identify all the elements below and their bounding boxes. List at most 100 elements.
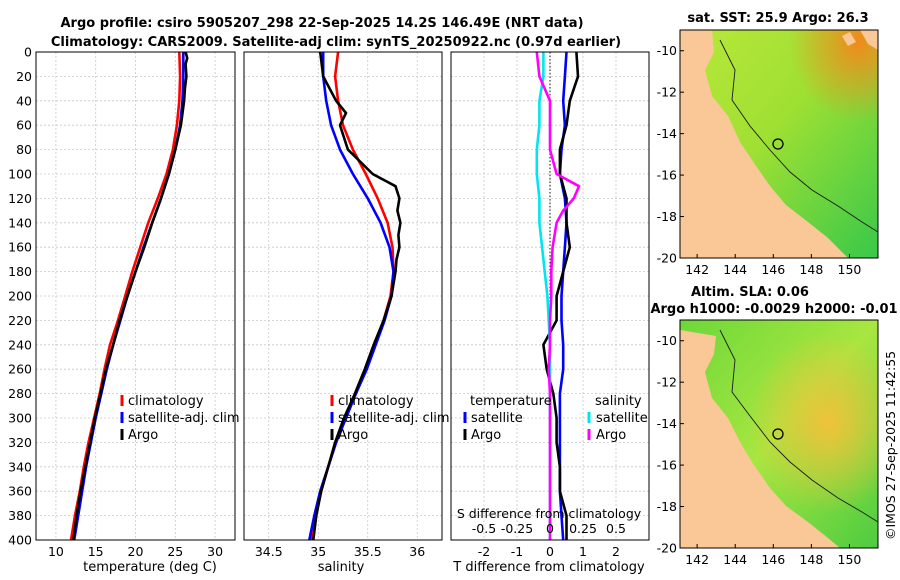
x-tick-label: 25 [167, 544, 183, 559]
depth-tick-label: 60 [16, 118, 32, 133]
lat-tick-label: -18 [657, 499, 677, 514]
lat-tick-label: -12 [657, 375, 677, 390]
legend-sal-satellite-label: satellite [596, 411, 648, 426]
s-tick-label: 0.5 [606, 521, 626, 536]
depth-tick-label: 180 [8, 264, 32, 279]
series-line-salinity-argo [535, 51, 581, 540]
depth-tick-label: 220 [8, 313, 32, 328]
lat-tick-label: -14 [657, 416, 677, 431]
lon-tick-label: 148 [799, 262, 823, 277]
temperature-x-label: temperature (deg C) [83, 560, 217, 575]
series-line-climatology [69, 51, 182, 541]
s-tick-label: 0.25 [569, 521, 597, 536]
lon-tick-label: 150 [838, 552, 862, 567]
depth-tick-label: 340 [8, 459, 32, 474]
legend-temp-argo-label: Argo [471, 428, 501, 443]
sla-land-australia [680, 330, 840, 548]
lat-tick-label: -18 [657, 209, 677, 224]
lon-tick-label: 146 [761, 262, 785, 277]
depth-tick-label: 400 [8, 533, 32, 548]
depth-tick-label: 200 [8, 289, 32, 304]
difference-panel: -2 -1 0 1 2 [450, 51, 650, 559]
x-tick-label: 2 [612, 544, 620, 559]
lon-tick-label: 142 [685, 552, 709, 567]
x-tick-label: 0 [546, 544, 554, 559]
lon-tick-label: 144 [723, 262, 747, 277]
legend-climatology-label: climatology [338, 394, 414, 409]
x-tick-label: 10 [48, 544, 64, 559]
x-tick-label: 35.5 [354, 544, 382, 559]
sst-land-png [842, 30, 878, 50]
depth-tick-label: 160 [8, 240, 32, 255]
figure-title-line2: Climatology: CARS2009. Satellite-adj cli… [51, 35, 621, 50]
depth-tick-label: 260 [8, 362, 32, 377]
temperature-panel: 10 15 20 25 30020406080100120140160180200220… [8, 45, 236, 559]
legend-temperature-title: temperature [470, 394, 552, 409]
x-tick-label: 20 [128, 544, 144, 559]
panel-frame [243, 51, 443, 541]
depth-tick-label: 0 [24, 45, 32, 60]
sla-bathymetry-contour [719, 329, 879, 523]
lat-tick-label: -14 [657, 126, 677, 141]
x-tick-label: -2 [478, 544, 490, 559]
depth-tick-label: 360 [8, 484, 32, 499]
depth-tick-label: 380 [8, 508, 32, 523]
legend-climatology-label: climatology [128, 394, 204, 409]
s-tick-label: -0.5 [472, 521, 496, 536]
s-tick-label: -0.25 [501, 521, 533, 536]
sla-map-title-line1: Altim. SLA: 0.06 [691, 285, 809, 300]
depth-tick-label: 120 [8, 191, 32, 206]
x-tick-label: 34.5 [255, 544, 283, 559]
lon-tick-label: 146 [761, 552, 785, 567]
salinity-legend: climatology satellite-adj. clim Argo [330, 394, 450, 443]
difference-legend: temperature satellite Argo salinity sate… [463, 394, 648, 443]
temperature-legend: climatology satellite-adj. clim Argo [120, 394, 240, 443]
sst-map-ticks: -10 -12 -14 -16 -18 -20 142 144 146 148 150 [657, 43, 862, 277]
lat-tick-label: -16 [657, 168, 677, 183]
legend-argo-label: Argo [338, 428, 368, 443]
depth-tick-label: 80 [16, 142, 32, 157]
sla-map [679, 319, 879, 549]
x-tick-label: 36 [409, 544, 425, 559]
x-tick-label: 30 [207, 544, 223, 559]
x-tick-label: 15 [88, 544, 104, 559]
lat-tick-label: -20 [657, 541, 677, 556]
legend-temp-satellite-label: satellite [471, 411, 523, 426]
depth-tick-label: 300 [8, 411, 32, 426]
legend-satellite-label: satellite-adj. clim [338, 411, 450, 426]
panel-frame [450, 51, 650, 541]
s-difference-ticks: -0.5 -0.25 0 0.25 0.5 [472, 521, 626, 536]
depth-tick-label: 20 [16, 69, 32, 84]
depth-tick-label: 40 [16, 93, 32, 108]
panel-frame [35, 51, 236, 541]
lat-tick-label: -10 [657, 333, 677, 348]
x-tick-label: 35 [310, 544, 326, 559]
sla-map-ticks: -10 -12 -14 -16 -18 -20 142 144 146 148 150 [657, 333, 862, 567]
sst-map-frame [679, 29, 879, 259]
salinity-x-label: salinity [318, 560, 365, 575]
lat-tick-label: -12 [657, 85, 677, 100]
figure-title-line1: Argo profile: csiro 5905207_298 22-Sep-2… [60, 16, 583, 31]
depth-tick-label: 280 [8, 386, 32, 401]
depth-tick-label: 320 [8, 435, 32, 450]
depth-tick-label: 140 [8, 215, 32, 230]
sst-map [679, 29, 879, 259]
lon-tick-label: 142 [685, 262, 709, 277]
s-difference-axis-label: S difference from climatology [457, 506, 642, 521]
legend-salinity-title: salinity [595, 394, 642, 409]
lon-tick-label: 148 [799, 552, 823, 567]
x-tick-label: 1 [579, 544, 587, 559]
sst-map-title: sat. SST: 25.9 Argo: 26.3 [687, 11, 868, 26]
sla-map-title-line2: Argo h1000: -0.0029 h2000: -0.01 [650, 302, 897, 317]
lon-tick-label: 144 [723, 552, 747, 567]
s-tick-label: 0 [546, 521, 554, 536]
legend-argo-label: Argo [128, 428, 158, 443]
difference-x-label: T difference from climatology [452, 560, 645, 575]
lon-tick-label: 150 [838, 262, 862, 277]
legend-satellite-label: satellite-adj. clim [128, 411, 240, 426]
imos-credit: ©IMOS 27-Sep-2025 11:42:55 [883, 351, 898, 540]
series-line-temperature-argo [542, 51, 580, 540]
lat-tick-label: -16 [657, 458, 677, 473]
lat-tick-label: -20 [657, 251, 677, 266]
